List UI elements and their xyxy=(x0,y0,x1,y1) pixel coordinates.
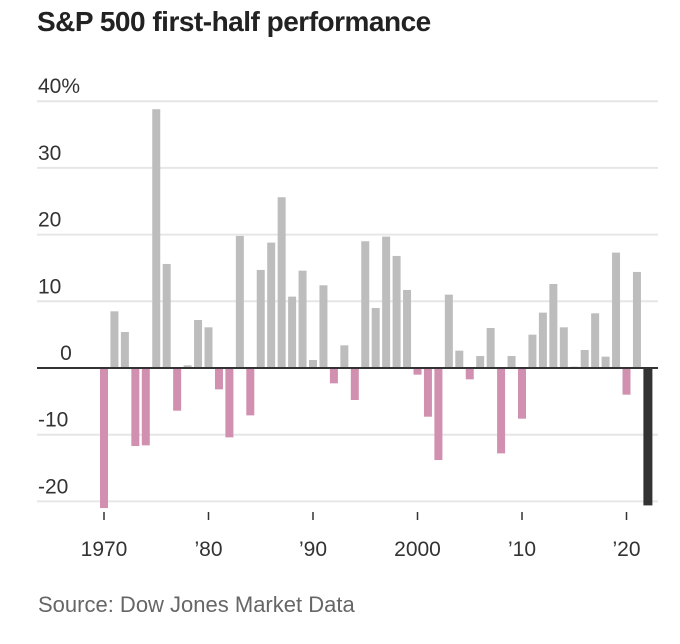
bar-1973 xyxy=(131,368,140,447)
x-tick-label: 1970 xyxy=(81,538,128,561)
x-tick-label: ’10 xyxy=(508,538,536,561)
bar-2011 xyxy=(528,334,537,368)
bar-1979 xyxy=(194,319,203,368)
bar-1991 xyxy=(319,285,328,368)
bar-2001 xyxy=(423,368,432,417)
x-tick-label: ’20 xyxy=(612,538,640,561)
y-tick-label: 10 xyxy=(38,275,61,298)
bar-1982 xyxy=(225,368,234,438)
bar-1970 xyxy=(100,368,108,509)
bar-2002 xyxy=(434,368,443,461)
bar-1997 xyxy=(382,236,391,368)
bar-2014 xyxy=(559,327,568,368)
bar-1975 xyxy=(152,109,161,368)
y-axis-ticks: 40% 30 20 10 0 -10 -20 xyxy=(38,75,80,498)
bar-2005 xyxy=(465,368,474,380)
bar-2018 xyxy=(601,356,610,368)
bar-2017 xyxy=(591,313,600,368)
bar-2004 xyxy=(455,350,464,368)
bar-1971 xyxy=(110,311,119,368)
bar-1978 xyxy=(183,365,192,368)
x-tick-label: ’80 xyxy=(194,538,222,561)
bar-2016 xyxy=(580,349,589,368)
bar-2006 xyxy=(476,355,485,368)
bar-2009 xyxy=(507,355,516,368)
bar-1999 xyxy=(403,289,412,368)
bar-2010 xyxy=(518,368,526,419)
y-tick-label: 30 xyxy=(38,142,61,165)
source-note: Source: Dow Jones Market Data xyxy=(38,592,355,617)
bar-1994 xyxy=(350,368,359,401)
bar-1995 xyxy=(361,241,370,368)
bar-2008 xyxy=(497,368,506,454)
x-axis-ticks: 1970 ’80 ’90 2000 ’10 ’20 xyxy=(81,512,641,561)
bar-1984 xyxy=(246,368,255,416)
bar-1992 xyxy=(329,368,338,384)
bar-2020 xyxy=(622,368,631,395)
bar-2000 xyxy=(413,368,422,375)
x-tick-label: 2000 xyxy=(394,538,441,561)
bar-1972 xyxy=(120,331,129,368)
bar-2012 xyxy=(538,312,547,368)
bar-1987 xyxy=(277,197,286,368)
bar-2021 xyxy=(632,271,641,368)
bar-1977 xyxy=(173,368,182,411)
bar-1976 xyxy=(162,263,171,368)
bar-1989 xyxy=(298,270,307,368)
y-tick-label: -10 xyxy=(38,409,68,432)
y-tick-label: 40% xyxy=(38,75,80,98)
chart-title: S&P 500 first-half performance xyxy=(37,6,431,37)
bar-1993 xyxy=(340,345,349,368)
bar-1986 xyxy=(267,242,276,368)
x-tick-label: ’90 xyxy=(299,538,327,561)
y-tick-label: 0 xyxy=(60,342,72,365)
bar-2007 xyxy=(486,327,495,368)
y-tick-label: 20 xyxy=(38,209,61,232)
bar-1974 xyxy=(141,368,150,446)
bar-1996 xyxy=(371,307,380,368)
bars xyxy=(100,109,653,509)
gridlines xyxy=(37,100,658,503)
bar-2003 xyxy=(444,294,453,368)
y-tick-label: -20 xyxy=(38,475,68,498)
bar-2013 xyxy=(549,283,558,368)
bar-2019 xyxy=(612,252,621,368)
bar-1990 xyxy=(309,359,317,368)
bar-1980 xyxy=(204,327,213,368)
bar-1981 xyxy=(214,368,223,390)
bar-1983 xyxy=(235,235,244,368)
bar-1988 xyxy=(288,296,297,368)
bar-2022 xyxy=(643,368,653,506)
bar-1998 xyxy=(392,255,401,368)
bar-1985 xyxy=(256,269,265,368)
